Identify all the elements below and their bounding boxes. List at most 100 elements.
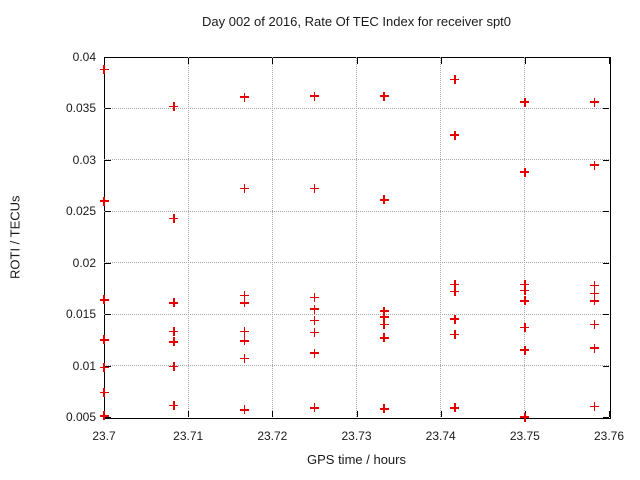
- y-tick-mark: [105, 417, 111, 418]
- data-point-marker: [169, 327, 179, 337]
- y-tick-mark: [603, 108, 609, 110]
- y-gridline: [104, 262, 609, 264]
- y-tick-mark: [105, 365, 111, 367]
- data-point-marker: [520, 412, 530, 422]
- y-tick-mark: [603, 57, 609, 58]
- data-point-marker: [309, 403, 319, 413]
- data-point-marker: [590, 319, 600, 329]
- y-tick-label: 0.005: [65, 410, 96, 424]
- y-tick-mark: [603, 262, 609, 264]
- x-tick-mark: [272, 411, 274, 417]
- x-gridline: [356, 57, 357, 417]
- data-point-marker: [450, 130, 460, 140]
- y-tick-mark: [603, 314, 609, 316]
- data-point-marker: [240, 298, 250, 308]
- y-tick-label: 0.035: [65, 101, 96, 116]
- data-point-marker: [450, 279, 460, 289]
- data-point-marker: [309, 184, 319, 194]
- data-point-marker: [379, 195, 389, 205]
- x-tick-mark: [356, 58, 358, 64]
- data-point-marker: [99, 387, 109, 397]
- data-point-marker: [590, 97, 600, 107]
- data-point-marker: [379, 312, 389, 322]
- data-point-marker: [240, 336, 250, 346]
- x-tick-mark: [188, 58, 190, 64]
- data-point-marker: [520, 279, 530, 289]
- x-tick-mark: [188, 411, 190, 417]
- y-gridline: [104, 159, 609, 161]
- data-point-marker: [450, 75, 460, 85]
- y-tick-label: 0.015: [65, 307, 96, 322]
- data-point-marker: [240, 327, 250, 337]
- y-gridline: [104, 210, 609, 212]
- data-point-marker: [379, 333, 389, 343]
- data-point-marker: [520, 167, 530, 177]
- y-tick-mark: [105, 211, 111, 213]
- x-tick-label: 23.72: [257, 429, 288, 443]
- x-tick-label: 23.7: [92, 429, 116, 443]
- data-point-marker: [520, 97, 530, 107]
- data-point-marker: [99, 196, 109, 206]
- data-point-marker: [240, 405, 250, 415]
- data-point-marker: [99, 64, 109, 74]
- data-point-marker: [590, 343, 600, 353]
- y-tick-mark: [603, 159, 609, 161]
- data-point-marker: [99, 295, 109, 305]
- x-tick-mark: [609, 411, 610, 417]
- plot-area: [104, 57, 611, 419]
- x-tick-mark: [440, 411, 442, 417]
- y-tick-label: 0.03: [72, 152, 96, 167]
- data-point-marker: [450, 287, 460, 296]
- data-point-marker: [590, 280, 600, 290]
- data-point-marker: [309, 315, 319, 325]
- y-gridline: [104, 313, 609, 315]
- x-gridline: [440, 57, 442, 417]
- y-tick-label: 0.025: [65, 204, 96, 219]
- data-point-marker: [169, 101, 179, 111]
- data-point-marker: [590, 402, 600, 412]
- y-tick-mark: [603, 211, 609, 213]
- y-tick-label: 0.02: [72, 255, 96, 270]
- data-point-marker: [379, 306, 389, 316]
- data-point-marker: [309, 293, 319, 303]
- x-gridline: [524, 57, 526, 417]
- y-tick-mark: [105, 108, 111, 110]
- y-tick-mark: [603, 417, 609, 418]
- x-gridline: [271, 57, 273, 417]
- x-tick-label: 23.71: [173, 429, 204, 443]
- x-tick-mark: [524, 58, 526, 64]
- data-point-marker: [99, 411, 109, 421]
- data-point-marker: [520, 285, 530, 295]
- x-gridline: [187, 57, 189, 417]
- y-tick-label: 0.01: [72, 358, 96, 373]
- data-point-marker: [379, 319, 389, 329]
- data-point-marker: [520, 296, 530, 306]
- data-point-marker: [590, 296, 600, 306]
- data-point-marker: [309, 348, 319, 358]
- data-point-marker: [240, 92, 250, 102]
- y-axis-label: ROTI / TECUs: [7, 195, 23, 279]
- x-tick-label: 23.74: [425, 429, 456, 443]
- x-tick-mark: [609, 58, 610, 64]
- data-point-marker: [520, 345, 530, 355]
- x-tick-label: 23.76: [593, 429, 625, 443]
- x-tick-label: 23.75: [509, 429, 540, 443]
- y-tick-mark: [105, 262, 111, 264]
- data-point-marker: [520, 323, 530, 332]
- data-point-marker: [450, 330, 460, 340]
- data-point-marker: [169, 213, 179, 223]
- y-gridline: [104, 365, 609, 367]
- data-point-marker: [169, 362, 179, 372]
- data-point-marker: [99, 335, 109, 345]
- x-tick-mark: [440, 58, 442, 64]
- data-point-marker: [169, 298, 179, 308]
- data-point-marker: [379, 404, 389, 414]
- data-point-marker: [450, 314, 460, 324]
- x-tick-mark: [356, 411, 358, 417]
- y-tick-mark: [603, 365, 609, 367]
- data-point-marker: [590, 289, 600, 299]
- data-point-marker: [450, 403, 460, 413]
- x-tick-mark: [104, 58, 105, 64]
- x-tick-mark: [272, 58, 274, 64]
